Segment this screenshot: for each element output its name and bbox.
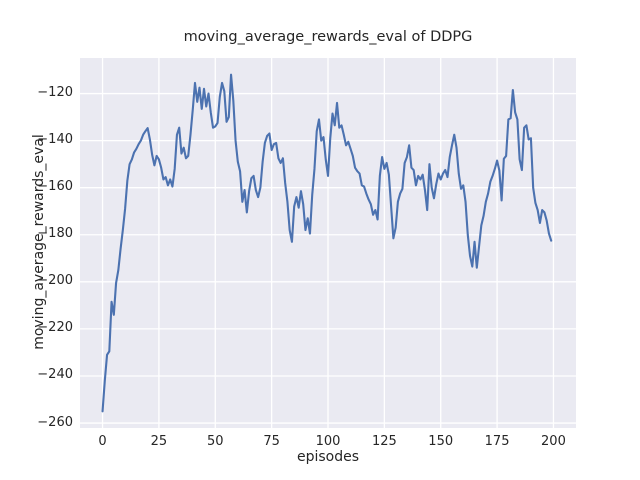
y-tick-label: −160 [37,179,73,195]
y-tick-label: −220 [37,320,73,336]
y-tick-label: −180 [37,226,73,242]
x-axis-label: episodes [296,449,360,465]
y-tick-label: −140 [37,132,73,148]
series-line [101,73,553,412]
x-tick-label: 100 [315,434,341,449]
x-tick-label: 125 [371,434,397,449]
x-tick-label: 200 [541,434,566,449]
y-tick-label: −200 [37,273,73,289]
x-tick-label: 50 [206,434,224,449]
y-tick-label: −260 [37,414,73,430]
x-tick-label: 75 [263,434,280,449]
plot-area [80,57,576,428]
x-tick-label: 0 [98,434,107,449]
y-tick-label: −120 [37,85,73,101]
y-tick-label: −240 [37,367,73,383]
x-tick-label: 150 [428,434,454,449]
x-tick-label: 25 [150,434,168,449]
x-tick-label: 175 [484,434,510,449]
chart-title: moving_average_rewards_eval of DDPG [183,29,473,45]
